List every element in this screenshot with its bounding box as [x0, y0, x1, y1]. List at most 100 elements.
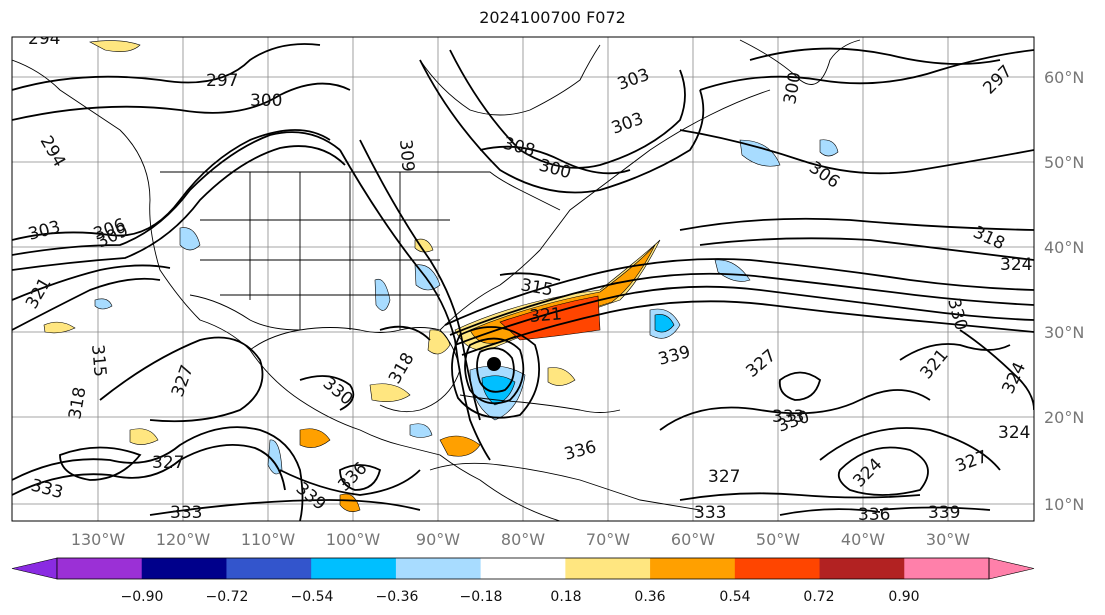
colorbar-tick-labels: −0.90 −0.72 −0.54 −0.36 −0.18 0.18 0.36 … [121, 589, 920, 605]
shade-neg-8 [179, 227, 201, 251]
shade-patch-2 [427, 329, 451, 355]
lat-tick-label: 60°N [1044, 68, 1084, 87]
colorbar-under-arrow [11, 557, 58, 580]
shade-patch-7 [339, 493, 361, 512]
contour-trough-1 [339, 149, 491, 461]
contour-321-east-right [899, 343, 1011, 361]
coast-gulf [249, 327, 461, 413]
contour-297-north [12, 43, 321, 91]
theta-contours [12, 43, 1034, 521]
latitude-axis: 60°N 50°N 40°N 30°N 20°N 10°N [1044, 68, 1084, 514]
contour-label: 315 [87, 344, 110, 378]
colorbar-tick-label: 0.90 [888, 589, 919, 605]
coastlines-and-borders [12, 39, 861, 521]
contour-label: 333 [170, 503, 202, 523]
contour-339-south [279, 469, 421, 496]
contour-jet-3 [449, 272, 1034, 336]
colorbar-swatch [734, 558, 821, 579]
contour-hurricane-1 [464, 337, 525, 405]
shade-neg-13 [409, 423, 433, 438]
colorbar-tick-label: −0.90 [121, 589, 164, 605]
border-us-mexico [189, 294, 301, 331]
contour-hurricane-3 [451, 326, 541, 419]
contour-hurricane-2 [476, 347, 515, 393]
colorbar-tick-label: 0.18 [550, 589, 581, 605]
contour-label: 324 [998, 423, 1030, 443]
border-states-2 [200, 219, 450, 296]
contour-324-east-right [959, 329, 1034, 411]
contour-321-west [12, 264, 171, 301]
lon-tick-label: 70°W [586, 530, 630, 549]
contour-333-east-low [679, 492, 921, 501]
shade-neg-11 [819, 139, 839, 157]
contour-label: 324 [1000, 255, 1032, 275]
contour-327-east-low-2 [819, 427, 1001, 471]
colorbar-tick-label: −0.54 [291, 589, 334, 605]
coast-north-america-west [12, 59, 561, 521]
lat-tick-label: 20°N [1044, 408, 1084, 427]
contour-northeast-2 [449, 49, 686, 169]
contour-label: 333 [694, 503, 726, 523]
lon-tick-label: 30°W [926, 530, 970, 549]
shade-patch-1 [89, 40, 141, 52]
coast-south-america [429, 462, 701, 511]
contour-label: 333 [772, 407, 804, 427]
contour-336-south [339, 464, 382, 491]
shaded-negative-areas [94, 139, 839, 475]
colorbar-swatch [565, 558, 651, 579]
shade-neg-6 [714, 259, 751, 282]
colorbar-frame [56, 557, 990, 580]
graticule [12, 37, 1034, 521]
shade-patch-5 [299, 428, 331, 448]
contour-324-east [699, 237, 1034, 261]
contour-303-west [12, 129, 331, 241]
colorbar-swatch [226, 558, 312, 579]
lon-tick-label: 110°W [241, 530, 296, 549]
contour-label: 297 [206, 71, 238, 91]
contour-label: 300 [250, 91, 282, 111]
colorbar-tick-label: 0.72 [803, 589, 834, 605]
map-panel: 294 297 300 294 300 303 306 309 308 303 … [11, 29, 1035, 523]
shade-patch-3 [369, 383, 411, 402]
lon-tick-label: 80°W [501, 530, 545, 549]
colorbar-swatch [395, 558, 482, 579]
shade-patch-9 [43, 321, 76, 334]
contour-label: 294 [28, 29, 60, 49]
coast-caribbean [459, 394, 621, 413]
colorbar-swatch [57, 558, 143, 579]
colorbar-tick-label: 0.36 [634, 589, 665, 605]
colorbar-swatch [141, 558, 227, 579]
contour-333-south [149, 499, 421, 516]
contour-label: 321 [529, 304, 563, 327]
coast-east-us [439, 89, 771, 331]
contour-jet-2 [461, 300, 1034, 356]
coast-hudson [419, 44, 601, 116]
border-canada-us [160, 171, 561, 211]
colorbar-swatch [819, 558, 905, 579]
contour-318-west [12, 277, 161, 331]
contour-300-east [699, 49, 1034, 91]
lon-tick-label: 40°W [841, 530, 885, 549]
contour-297-east [749, 47, 1001, 65]
contour-318-east [679, 217, 1034, 231]
colorbar-tick-label: 0.54 [719, 589, 750, 605]
colorbar-swatch [904, 558, 990, 579]
contour-315-east-coast [499, 272, 561, 281]
lat-tick-label: 50°N [1044, 153, 1084, 172]
contour-label: 327 [708, 467, 740, 487]
contour-southwest-2 [12, 443, 286, 496]
contour-southwest-3 [59, 446, 142, 481]
contour-324-east-low [837, 446, 929, 496]
lon-tick-label: 100°W [326, 530, 381, 549]
colorbar-swatch [311, 558, 397, 579]
contour-label: 309 [395, 139, 418, 173]
contour-306-west [12, 131, 341, 256]
contour-309-west [12, 145, 346, 271]
contour-336-east-low [779, 508, 881, 516]
contour-label: 327 [152, 453, 184, 473]
lon-tick-label: 120°W [156, 530, 211, 549]
lon-tick-label: 90°W [416, 530, 460, 549]
contour-jet-1 [454, 285, 1034, 346]
contour-330-east [778, 371, 822, 401]
